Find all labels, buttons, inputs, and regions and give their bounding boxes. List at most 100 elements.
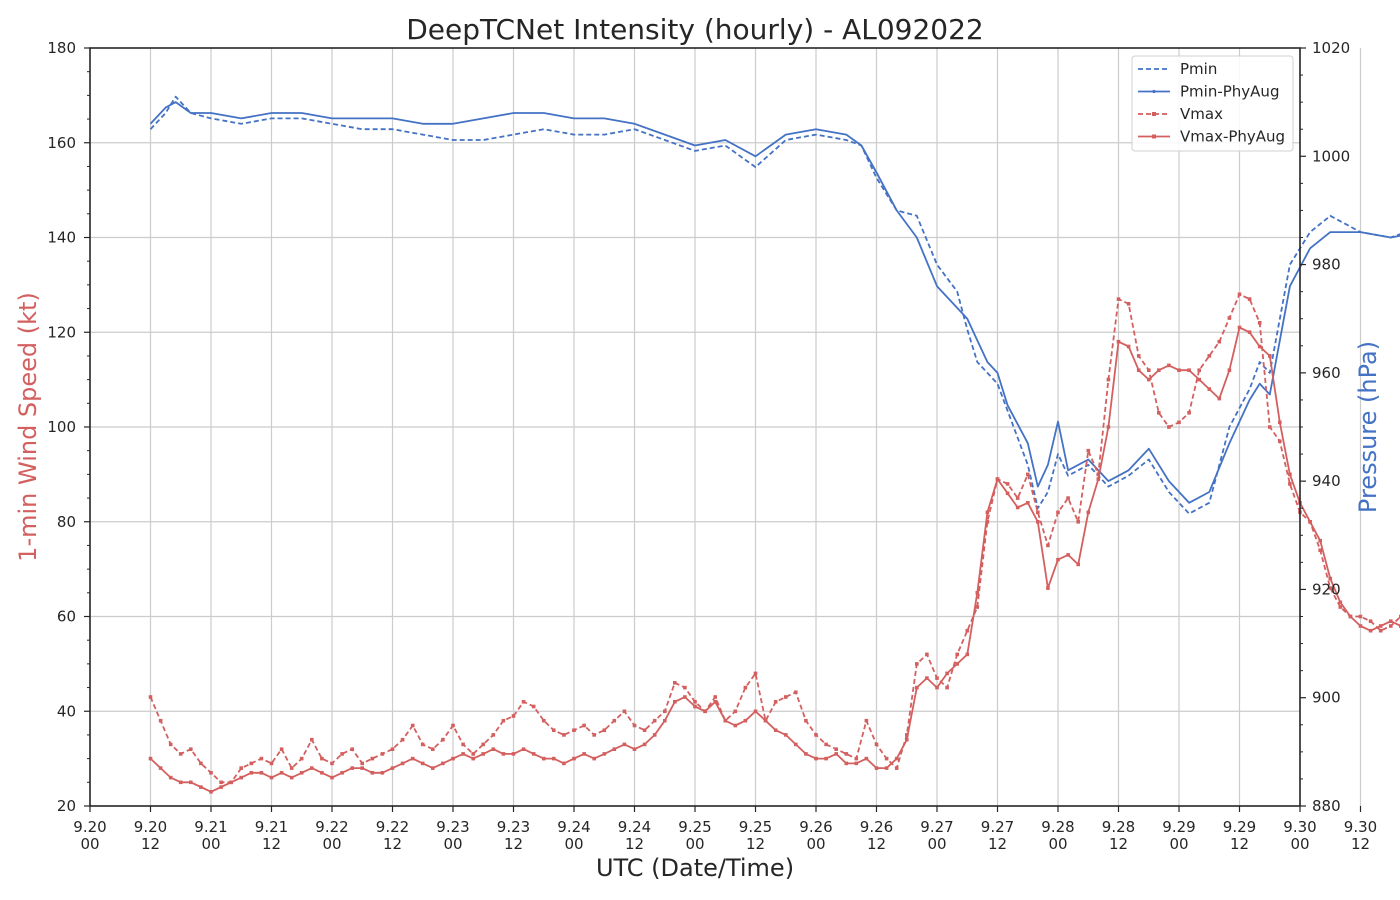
series-point-vmax-phyaug [905, 737, 909, 742]
series-point-vmax-phyaug [612, 747, 617, 751]
y-left-tick-label: 160 [47, 134, 76, 152]
series-point-vmax-phyaug [683, 695, 687, 699]
series-point-vmax-phyaug [1076, 562, 1080, 567]
x-tick-label-hour: 12 [1109, 835, 1128, 853]
series-point-vmax-phyaug [148, 756, 153, 761]
x-axis-label: UTC (Date/Time) [596, 854, 794, 882]
series-point-vmax-phyaug [1026, 501, 1030, 505]
x-tick-label-date: 9.21 [194, 818, 227, 836]
series-point-vmax [562, 733, 566, 737]
series-point-vmax-phyaug [1237, 325, 1242, 330]
series-point-vmax-phyaug [1348, 614, 1353, 619]
series-point-vmax-phyaug [1157, 368, 1161, 372]
series-point-vmax [1268, 425, 1272, 429]
series-point-vmax [1368, 619, 1373, 623]
series-point-vmax-phyaug [239, 775, 243, 780]
series-point-vmax [773, 700, 778, 704]
y-axis-label-left: 1-min Wind Speed (kt) [14, 292, 42, 562]
series-point-vmax-phyaug [299, 771, 304, 775]
series-point-vmax [935, 676, 939, 680]
x-tick-label-date: 9.29 [1162, 818, 1195, 836]
series-point-vmax [804, 718, 808, 723]
series-point-vmax-phyaug [289, 775, 294, 780]
series-point-vmax [350, 747, 354, 751]
x-tick-label-date: 9.30 [1344, 818, 1377, 836]
series-point-vmax [582, 723, 586, 728]
x-tick-label-date: 9.22 [315, 818, 348, 836]
y-right-tick-label: 1020 [1312, 39, 1350, 57]
y-left-tick-label: 140 [47, 229, 76, 247]
series-point-vmax [1116, 297, 1121, 301]
series-point-vmax-phyaug [854, 761, 859, 766]
series-point-vmax-phyaug [1328, 576, 1333, 581]
series-point-vmax-phyaug [259, 771, 264, 775]
x-tick-label-date: 9.28 [1041, 818, 1074, 836]
series-point-vmax [955, 652, 959, 657]
series-point-vmax [441, 737, 445, 742]
series-point-vmax-phyaug [1136, 368, 1141, 372]
series-point-vmax-phyaug [814, 756, 818, 761]
x-tick-label-hour: 12 [867, 835, 886, 853]
series-point-vmax [1136, 354, 1141, 358]
series-point-vmax-phyaug [1378, 624, 1383, 628]
x-tick-label-hour: 00 [564, 835, 583, 853]
series-point-vmax-phyaug [491, 747, 496, 751]
series-point-vmax-phyaug [1207, 387, 1212, 391]
series-point-vmax-phyaug [632, 747, 637, 751]
series-point-vmax [884, 756, 889, 761]
series-point-vmax [824, 742, 828, 747]
series-line-vmax-phyaug [149, 326, 1400, 793]
x-tick-label-hour: 00 [1048, 835, 1067, 853]
series-point-vmax-phyaug [209, 790, 213, 794]
series-line-pmin [149, 95, 1400, 515]
series-point-vmax-phyaug [542, 756, 546, 761]
series-point-vmax [1389, 624, 1393, 628]
series-point-vmax [1247, 297, 1252, 301]
series-point-vmax [975, 605, 980, 609]
series-point-vmax [753, 671, 758, 676]
y-right-tick-label: 1000 [1312, 147, 1350, 165]
series-point-vmax [1328, 586, 1333, 590]
series-point-vmax [1318, 548, 1322, 552]
legend-label-pmin-phyaug: Pmin-PhyAug [1180, 83, 1279, 101]
x-tick-label-hour: 12 [988, 835, 1007, 853]
y-axis-label-right: Pressure (hPa) [1354, 341, 1382, 513]
series-point-vmax-phyaug [804, 752, 808, 756]
series-point-vmax [1288, 482, 1292, 486]
series-point-vmax [1177, 420, 1181, 425]
series-point-vmax [632, 723, 637, 728]
x-tick-label-hour: 00 [322, 835, 341, 853]
series-point-vmax-phyaug [531, 752, 536, 756]
x-tick-label-date: 9.28 [1102, 818, 1135, 836]
series-point-vmax-phyaug [894, 756, 899, 761]
series-point-vmax-phyaug [168, 775, 173, 780]
series-point-vmax-phyaug [1308, 520, 1312, 524]
series-point-vmax [673, 681, 677, 685]
x-tick-label-hour: 12 [1351, 835, 1370, 853]
series-point-vmax-phyaug [1338, 600, 1343, 605]
x-tick-label-hour: 00 [685, 835, 704, 853]
series-point-vmax [985, 520, 990, 524]
series-point-vmax [330, 761, 334, 766]
series-point-vmax-phyaug [874, 766, 879, 770]
series-point-vmax-phyaug [1005, 491, 1010, 496]
x-tick-label-date: 9.25 [739, 818, 772, 836]
series-point-vmax [189, 747, 193, 751]
series-point-vmax [894, 766, 899, 770]
series-point-vmax [1257, 321, 1262, 325]
series-point-vmax-phyaug [461, 752, 465, 756]
series-point-vmax [400, 737, 405, 742]
x-tick-label-date: 9.26 [799, 818, 832, 836]
series-point-vmax [1026, 472, 1030, 477]
series-point-vmax-phyaug [420, 761, 425, 766]
series-point-vmax-phyaug [965, 652, 970, 657]
series-point-vmax-phyaug [1368, 628, 1373, 633]
series-point-vmax [693, 700, 697, 704]
series-point-vmax-phyaug [410, 756, 415, 761]
series-point-vmax-phyaug [441, 761, 445, 766]
series-point-vmax [380, 752, 385, 756]
series-point-vmax [733, 709, 738, 714]
series-point-vmax [451, 723, 455, 728]
series-point-vmax [370, 756, 375, 761]
